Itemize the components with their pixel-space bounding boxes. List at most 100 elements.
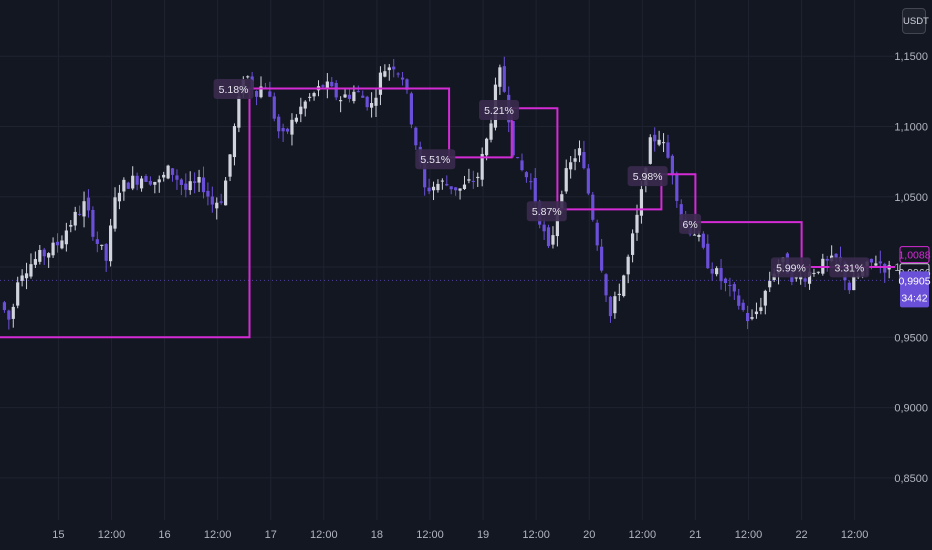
candle-body xyxy=(697,235,701,237)
candle-body xyxy=(414,127,418,146)
candle-body xyxy=(224,180,228,206)
percent-label: 5.87% xyxy=(532,206,562,218)
candle-body xyxy=(555,213,559,237)
candle-body xyxy=(285,128,290,132)
current-price-label: 0,9905 xyxy=(898,275,930,287)
candle-body xyxy=(356,91,360,93)
candle-body xyxy=(768,281,772,288)
candle-body xyxy=(219,201,223,203)
candle-body xyxy=(582,152,586,169)
candle-body xyxy=(188,181,192,191)
candle-body xyxy=(803,278,807,282)
candle-body xyxy=(179,179,183,185)
candle-body xyxy=(511,121,515,156)
candle-body xyxy=(330,81,334,87)
candle-body xyxy=(108,225,113,262)
candle-body xyxy=(498,67,502,87)
candle-body xyxy=(69,224,73,227)
candle-body xyxy=(883,263,887,273)
candle-body xyxy=(95,239,99,244)
candle-body xyxy=(737,295,741,306)
candle-body xyxy=(715,268,719,275)
candle-body xyxy=(170,168,175,175)
candle-body xyxy=(126,182,130,189)
candle-body xyxy=(489,123,493,140)
candle-body xyxy=(546,227,551,247)
percent-label-bg xyxy=(829,257,870,278)
candle-body xyxy=(396,73,400,75)
percent-label-bg xyxy=(526,201,567,222)
candle-body xyxy=(272,96,276,119)
candle-body xyxy=(600,246,604,271)
candle-body xyxy=(7,310,11,320)
candle-body xyxy=(573,158,577,162)
x-tick-label: 21 xyxy=(689,529,701,541)
candle-body xyxy=(436,183,440,191)
candle-body xyxy=(78,213,82,215)
candle-body xyxy=(166,165,170,179)
candle-body xyxy=(215,202,219,209)
candle-body xyxy=(144,176,148,182)
candle-body xyxy=(64,230,68,245)
y-tick-label: 0,8500 xyxy=(894,473,928,485)
candle-body xyxy=(29,264,33,277)
candle-body xyxy=(55,241,60,246)
x-tick-label: 12:00 xyxy=(204,529,232,541)
candle-body xyxy=(387,67,391,71)
x-tick-label: 15 xyxy=(52,529,64,541)
candle-body xyxy=(630,233,635,255)
candle-body xyxy=(794,277,798,279)
candle-body xyxy=(816,271,820,273)
step-line xyxy=(0,87,895,339)
candle-body xyxy=(476,176,480,179)
candle-body xyxy=(33,259,37,265)
candle-body xyxy=(303,101,307,109)
candle-body xyxy=(635,214,639,233)
candle-body xyxy=(626,256,630,275)
candle-body xyxy=(462,184,467,190)
candle-body xyxy=(732,284,736,292)
candle-body xyxy=(746,313,750,322)
percent-label-bg xyxy=(415,149,456,170)
candle-body xyxy=(847,282,851,291)
candle-body xyxy=(622,275,626,296)
candle-body xyxy=(20,275,24,281)
candle-body xyxy=(710,268,714,274)
percent-label: 5.18% xyxy=(219,84,249,96)
candle-body xyxy=(670,155,675,176)
x-axis[interactable]: 15 12:00 16 12:00 17 12:00 18 12:00 19 12:00 20 12:… xyxy=(52,529,868,541)
candle-body xyxy=(290,119,294,135)
candle-body xyxy=(47,253,51,258)
candle-body xyxy=(542,224,546,232)
x-tick-label: 22 xyxy=(795,529,807,541)
candle-body xyxy=(454,187,458,191)
candle-body xyxy=(754,311,759,315)
y-tick-label: 0,9500 xyxy=(894,332,928,344)
candle-body xyxy=(117,192,122,202)
candle-body xyxy=(799,276,803,280)
percent-label: 5.21% xyxy=(484,105,514,117)
candle-body xyxy=(520,160,524,171)
candle-body xyxy=(232,126,237,158)
candle-body xyxy=(206,190,210,197)
candle-body xyxy=(445,183,449,186)
candle-body xyxy=(852,276,856,291)
candle-body xyxy=(374,97,378,106)
candle-body xyxy=(741,302,745,310)
candle-body xyxy=(409,93,414,125)
candle-body xyxy=(246,76,250,78)
currency-button[interactable]: USDT xyxy=(902,8,929,34)
candle-body xyxy=(135,175,139,185)
x-tick-label: 12:00 xyxy=(522,529,550,541)
candle-body xyxy=(564,168,568,192)
candle-body xyxy=(193,181,197,183)
y-tick-label: 1,1500 xyxy=(894,51,928,63)
percent-label: 6% xyxy=(683,219,698,231)
candle-body xyxy=(405,79,409,90)
candle-body xyxy=(365,96,369,108)
candle-body xyxy=(763,290,767,306)
candle-body xyxy=(281,128,285,132)
candle-body xyxy=(869,258,874,263)
